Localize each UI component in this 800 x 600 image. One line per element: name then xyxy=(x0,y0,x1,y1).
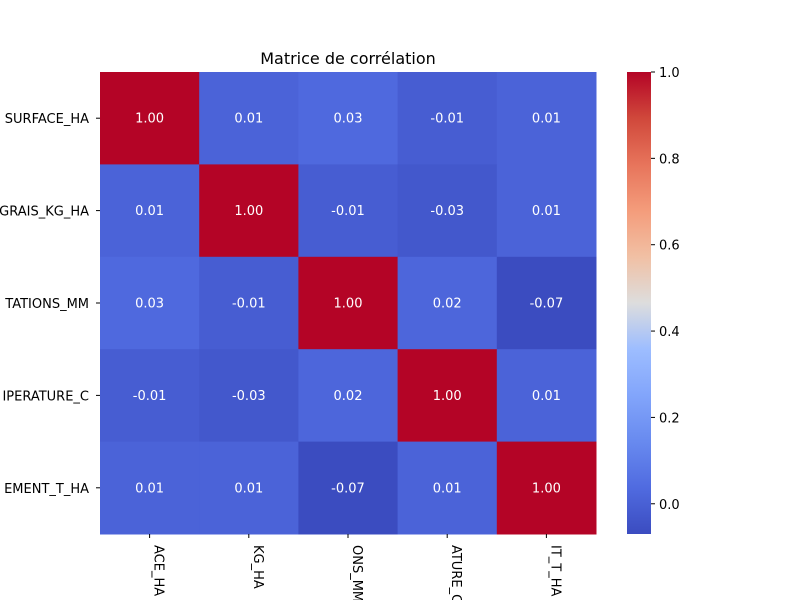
heatmap-cell xyxy=(298,164,399,258)
x-tick-label: ONS_MM xyxy=(349,545,364,600)
heatmap-cell xyxy=(298,72,399,165)
x-tick-label: ACE_HA xyxy=(151,545,166,596)
heatmap-cell xyxy=(199,441,299,535)
colorbar-ticks: 0.0 0.2 0.4 0.6 0.8 1.0 xyxy=(651,66,680,513)
heatmap-cell xyxy=(397,72,498,165)
colorbar-tick-label: 1.0 xyxy=(659,66,680,81)
heatmap-cell xyxy=(496,164,597,258)
heatmap-cell xyxy=(199,72,299,165)
heatmap-cell xyxy=(100,72,200,165)
cell-value-label: 0.01 xyxy=(433,481,462,496)
colorbar-tick-label: 0.0 xyxy=(659,498,680,513)
cell-value-label: -0.03 xyxy=(232,389,266,404)
y-tick-label: GRAIS_KG_HA xyxy=(0,205,89,220)
cell-value-label: 0.01 xyxy=(532,389,561,404)
cell-value-label: -0.03 xyxy=(430,204,464,219)
colorbar-gradient xyxy=(627,72,651,534)
y-tick-label: EMENT_T_HA xyxy=(4,482,89,497)
y-tick-label: IPERATURE_C xyxy=(2,389,89,404)
heatmap-cell xyxy=(397,349,498,443)
heatmap-cell xyxy=(397,256,498,350)
heatmap-cell xyxy=(397,441,498,535)
cell-value-label: -0.01 xyxy=(331,204,365,219)
colorbar: 0.0 0.2 0.4 0.6 0.8 1.0 xyxy=(627,66,680,534)
x-axis-tick-labels: ACE_HA KG_HA ONS_MM ATURE_C IT_T_HA xyxy=(149,534,562,600)
heatmap-cell xyxy=(496,441,597,535)
heatmap-cell xyxy=(199,164,299,258)
cell-value-label: 1.00 xyxy=(433,389,462,404)
x-tick-label: KG_HA xyxy=(250,545,265,589)
heatmap-cell xyxy=(100,441,200,535)
cell-value-label: 0.01 xyxy=(135,204,164,219)
heatmap-cell xyxy=(100,256,200,350)
colorbar-tick-label: 0.6 xyxy=(659,239,680,254)
cell-annotations: 1.00 0.01 0.03 -0.01 0.01 0.01 1.00 -0.01 -0.03 0… xyxy=(133,112,563,497)
cell-value-label: 1.00 xyxy=(334,297,363,312)
x-tick-label: ATURE_C xyxy=(448,545,463,600)
cell-value-label: 0.03 xyxy=(135,297,164,312)
chart-title: Matrice de corrélation xyxy=(260,49,436,68)
cell-value-label: 0.01 xyxy=(135,481,164,496)
cell-value-label: 0.01 xyxy=(532,204,561,219)
cell-value-label: -0.07 xyxy=(530,297,564,312)
colorbar-tick-label: 0.4 xyxy=(659,325,680,340)
cell-value-label: 1.00 xyxy=(135,112,164,127)
heatmap-cell xyxy=(100,164,200,258)
colorbar-tick-label: 0.8 xyxy=(659,152,680,167)
cell-value-label: -0.01 xyxy=(133,389,167,404)
y-axis-tick-labels: SURFACE_HA GRAIS_KG_HA TATIONS_MM IPERATURE… xyxy=(0,112,100,497)
heatmap-cell xyxy=(496,72,597,165)
cell-value-label: 0.03 xyxy=(334,112,363,127)
heatmap-cell xyxy=(298,349,399,443)
y-tick-label: TATIONS_MM xyxy=(4,297,89,312)
cell-value-label: -0.01 xyxy=(232,297,266,312)
cell-value-label: 0.01 xyxy=(234,481,263,496)
heatmap-cell xyxy=(298,441,399,535)
cell-value-label: 1.00 xyxy=(532,481,561,496)
cell-value-label: 0.01 xyxy=(234,112,263,127)
y-tick-label: SURFACE_HA xyxy=(5,112,89,127)
heatmap-cell xyxy=(199,349,299,443)
heatmap-cells xyxy=(100,72,597,535)
cell-value-label: 0.02 xyxy=(433,297,462,312)
cell-value-label: 1.00 xyxy=(234,204,263,219)
cell-value-label: 0.02 xyxy=(334,389,363,404)
cell-value-label: 0.01 xyxy=(532,112,561,127)
heatmap-cell xyxy=(496,349,597,443)
cell-value-label: -0.01 xyxy=(430,112,464,127)
heatmap-cell xyxy=(199,256,299,350)
heatmap-cell xyxy=(397,164,498,258)
heatmap-cell xyxy=(496,256,597,350)
cell-value-label: -0.07 xyxy=(331,481,365,496)
colorbar-tick-label: 0.2 xyxy=(659,411,680,426)
heatmap-cell xyxy=(100,349,200,443)
heatmap-cell xyxy=(298,256,399,350)
x-tick-label: IT_T_HA xyxy=(547,545,562,596)
